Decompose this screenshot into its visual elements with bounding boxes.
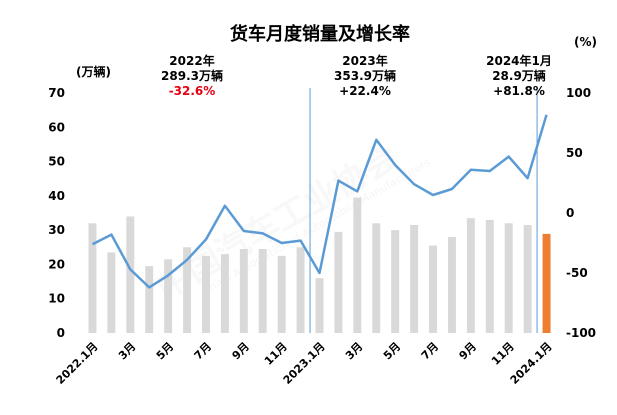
bar <box>88 223 97 333</box>
right-axis-ticks: -100 -50 0 50 100 <box>566 86 596 340</box>
bar <box>183 247 192 333</box>
annotation-line: 2023年 <box>342 53 387 68</box>
bar <box>410 225 419 333</box>
x-tick-label: 9月 <box>230 340 252 362</box>
bar-highlight <box>542 233 551 333</box>
x-tick-label: 5月 <box>381 340 403 362</box>
x-tick-label: 7月 <box>192 340 214 362</box>
annotation-line: 2024年1月 <box>486 53 552 68</box>
annotation-line: +22.4% <box>339 84 391 98</box>
bar <box>485 219 494 333</box>
bar-series <box>88 197 551 333</box>
right-tick-label: 100 <box>566 86 591 100</box>
x-tick-label: 2023.1月 <box>281 340 328 387</box>
bar <box>504 223 513 333</box>
bar <box>447 237 456 333</box>
bar <box>391 230 400 333</box>
bar <box>296 247 305 333</box>
right-tick-label: 50 <box>566 146 583 160</box>
left-tick-label: 20 <box>48 257 65 271</box>
watermark: 中国汽车工业协会 China Association of Automobile… <box>150 137 433 308</box>
chart-title: 货车月度销量及增长率 <box>230 23 410 45</box>
bar <box>239 249 248 333</box>
left-axis-ticks: 0 10 20 30 40 50 60 70 <box>48 86 65 340</box>
x-tick-label: 7月 <box>419 340 441 362</box>
x-tick-label: 3月 <box>116 340 138 362</box>
bar <box>372 223 381 333</box>
x-tick-label: 3月 <box>343 340 365 362</box>
annotation-line: 353.9万辆 <box>334 68 396 83</box>
bar <box>429 245 437 333</box>
left-axis-unit: (万辆) <box>76 64 111 79</box>
bar <box>258 249 267 333</box>
year-dividers <box>309 88 538 333</box>
right-axis-unit: (%) <box>574 35 597 49</box>
bar <box>466 218 475 333</box>
annotation-line: -32.6% <box>169 84 216 98</box>
left-tick-label: 40 <box>48 189 65 203</box>
x-tick-label: 5月 <box>154 340 176 362</box>
bar <box>220 254 229 333</box>
x-tick-label: 9月 <box>457 340 479 362</box>
bar <box>202 255 210 333</box>
bar <box>523 225 532 333</box>
x-tick-label: 2024.1月 <box>508 340 555 387</box>
bar <box>315 278 324 333</box>
line-series <box>91 114 548 289</box>
annotation-line: +81.8% <box>493 84 545 98</box>
right-tick-label: -100 <box>566 326 596 340</box>
bar <box>126 216 135 333</box>
bar <box>353 197 362 333</box>
annotation-line: 289.3万辆 <box>161 68 223 83</box>
annotation-line: 28.9万辆 <box>492 68 546 83</box>
right-tick-label: 0 <box>566 206 574 220</box>
left-tick-label: 50 <box>48 155 65 169</box>
bar <box>277 255 286 333</box>
growth-rate-line <box>91 114 548 289</box>
x-tick-label: 11月 <box>262 340 290 368</box>
bar <box>145 266 154 333</box>
x-tick-label: 11月 <box>489 340 517 368</box>
left-tick-label: 10 <box>48 292 65 306</box>
left-tick-label: 0 <box>57 326 65 340</box>
x-tick-label: 2022.1月 <box>54 340 101 387</box>
bar <box>334 231 343 333</box>
bar <box>164 259 173 333</box>
left-tick-label: 70 <box>48 86 65 100</box>
left-tick-label: 30 <box>48 223 65 237</box>
bar <box>107 252 116 333</box>
annotation-line: 2022年 <box>169 53 214 68</box>
right-tick-label: -50 <box>566 266 588 280</box>
left-tick-label: 60 <box>48 120 65 134</box>
